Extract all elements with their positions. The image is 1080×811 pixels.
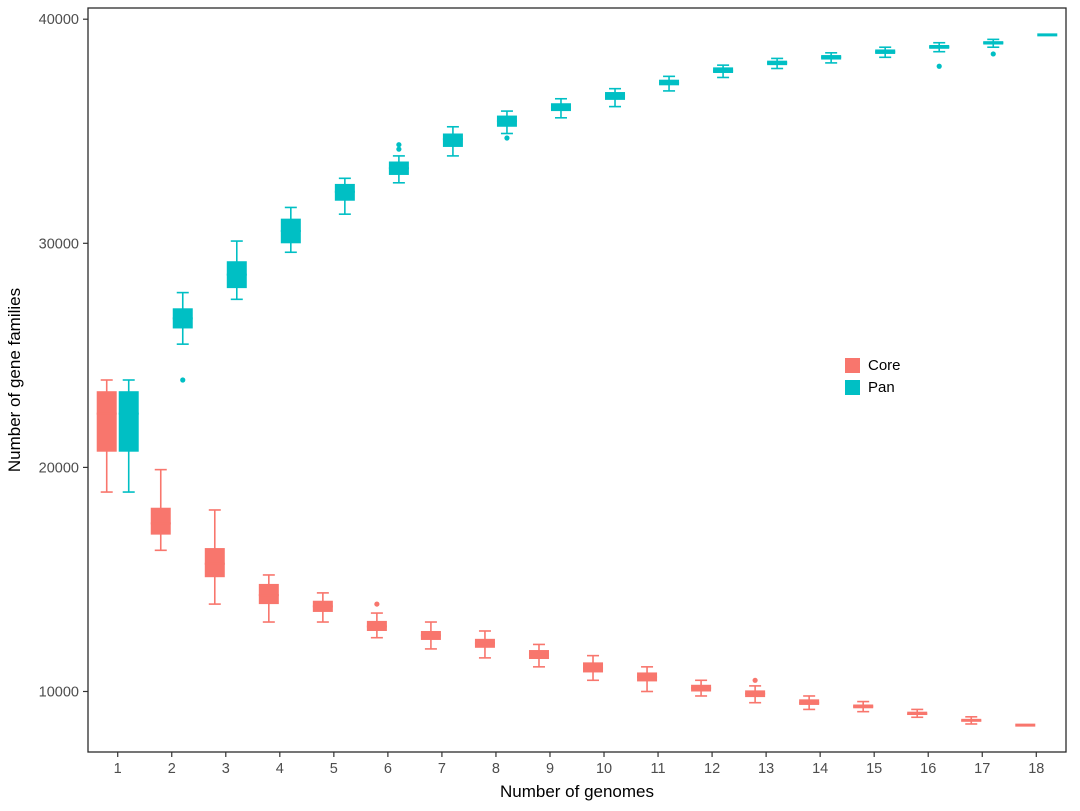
- outlier-point: [374, 601, 380, 607]
- x-axis-tick-label: 14: [812, 761, 828, 777]
- x-axis-tick-label: 10: [596, 761, 612, 777]
- x-axis-tick-label: 5: [330, 761, 338, 777]
- boxplot-box: [150, 507, 171, 535]
- x-axis-tick-label: 12: [704, 761, 720, 777]
- y-axis-tick-label: 20000: [39, 460, 79, 476]
- x-axis-tick-label: 9: [546, 761, 554, 777]
- x-axis-tick-label: 18: [1028, 761, 1044, 777]
- x-axis-tick-label: 6: [384, 761, 392, 777]
- legend-label-core: Core: [868, 357, 901, 374]
- legend-swatch-core-icon: [845, 358, 860, 373]
- plot-panel-border: [87, 7, 1067, 753]
- x-axis-tick-label: 16: [920, 761, 936, 777]
- y-axis-tick-label: 30000: [39, 236, 79, 252]
- boxplot-box: [96, 391, 117, 452]
- series-pan: [118, 33, 1058, 493]
- outlier-point: [180, 377, 186, 383]
- series-core: [96, 379, 1036, 727]
- legend-label-pan: Pan: [868, 379, 895, 396]
- legend-swatch-pan-icon: [845, 380, 860, 395]
- boxplot-box: [118, 391, 139, 452]
- legend-item-core: Core: [845, 358, 901, 373]
- outlier-point: [396, 142, 402, 148]
- y-axis-title: Number of gene families: [5, 288, 24, 472]
- x-axis-tick-label: 11: [651, 761, 666, 777]
- x-axis-tick-label: 3: [222, 761, 230, 777]
- outlier-point: [936, 63, 942, 69]
- chart-legend: Core Pan: [845, 358, 901, 395]
- x-axis-title: Number of genomes: [500, 782, 654, 801]
- y-axis-tick-label: 10000: [39, 684, 79, 700]
- x-axis-tick-label: 8: [492, 761, 500, 777]
- outlier-point: [990, 51, 996, 57]
- boxplot-box: [258, 583, 279, 605]
- y-axis-tick-label: 40000: [39, 12, 79, 28]
- boxplot-box: [442, 133, 463, 147]
- x-axis-tick-label: 2: [168, 761, 176, 777]
- x-axis-tick-label: 17: [974, 761, 990, 777]
- boxplot-box: [204, 548, 225, 578]
- outlier-point: [752, 677, 758, 683]
- x-axis-tick-label: 13: [758, 761, 774, 777]
- x-axis-tick-label: 4: [276, 761, 284, 777]
- x-axis-tick-label: 1: [114, 761, 122, 777]
- outlier-point: [504, 135, 510, 141]
- legend-item-pan: Pan: [845, 380, 901, 395]
- x-axis-tick-label: 7: [438, 761, 446, 777]
- outlier-point: [396, 146, 402, 152]
- x-axis-tick-label: 15: [866, 761, 882, 777]
